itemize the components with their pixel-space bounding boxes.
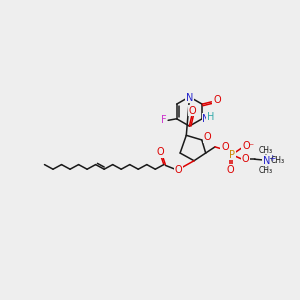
- Text: O: O: [203, 132, 211, 142]
- Text: O: O: [227, 165, 234, 175]
- Text: O: O: [242, 141, 250, 151]
- Text: O: O: [213, 95, 221, 105]
- Text: O: O: [242, 154, 249, 164]
- Text: N: N: [202, 114, 210, 124]
- Text: O: O: [221, 142, 229, 152]
- Text: N: N: [263, 156, 271, 166]
- Text: ⁻: ⁻: [248, 142, 253, 152]
- Text: CH₃: CH₃: [259, 166, 273, 175]
- Text: CH₃: CH₃: [271, 156, 285, 165]
- Text: +: +: [268, 154, 276, 163]
- Text: O: O: [156, 147, 164, 157]
- Text: CH₃: CH₃: [259, 146, 273, 155]
- Text: H: H: [207, 112, 214, 122]
- Text: O: O: [189, 106, 196, 116]
- Text: F: F: [161, 115, 166, 125]
- Text: O: O: [175, 165, 182, 175]
- Text: N: N: [186, 93, 193, 103]
- Text: P: P: [229, 150, 235, 160]
